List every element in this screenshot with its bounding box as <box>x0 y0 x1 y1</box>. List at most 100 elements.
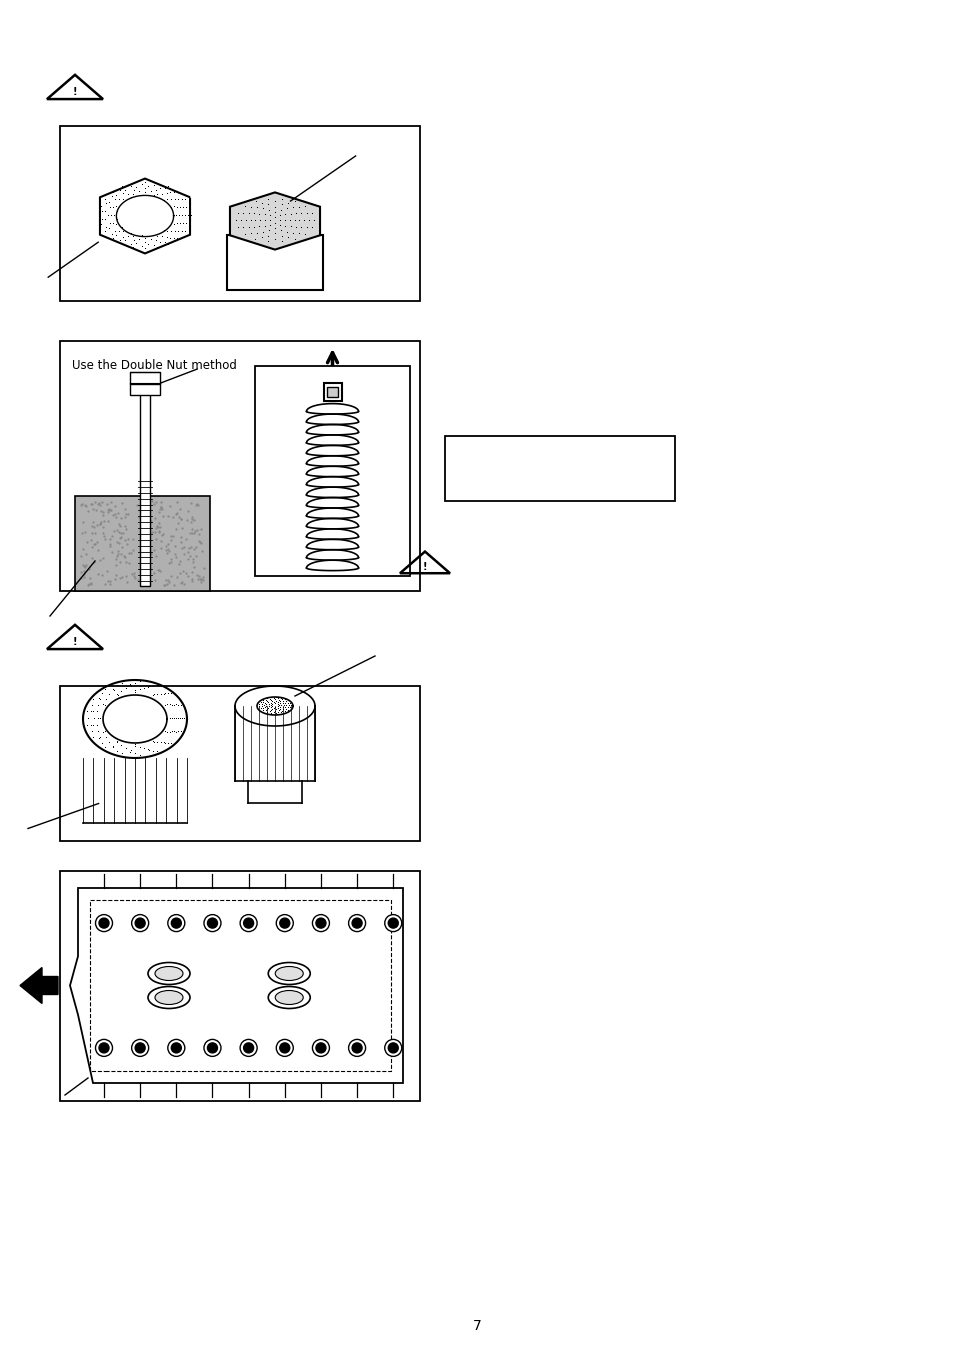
Circle shape <box>243 1043 253 1052</box>
Point <box>87 516 102 538</box>
Point <box>116 546 132 567</box>
Circle shape <box>172 1043 181 1052</box>
Point <box>145 521 160 543</box>
Point <box>92 494 108 516</box>
Point <box>105 542 120 563</box>
Point <box>169 504 184 526</box>
Point <box>195 566 211 588</box>
Point <box>86 534 101 555</box>
Point <box>112 507 128 528</box>
Point <box>108 507 123 528</box>
Point <box>152 536 168 558</box>
Point <box>161 540 176 562</box>
Circle shape <box>135 1043 145 1052</box>
Point <box>118 504 133 526</box>
Circle shape <box>313 915 329 932</box>
Point <box>73 562 89 584</box>
Point <box>90 531 105 553</box>
Point <box>142 551 157 573</box>
Point <box>160 505 175 527</box>
Circle shape <box>348 915 365 932</box>
Point <box>185 551 200 573</box>
Point <box>188 536 203 558</box>
Point <box>148 517 163 539</box>
Point <box>152 520 167 542</box>
Point <box>178 528 193 550</box>
Point <box>173 508 189 530</box>
Point <box>112 516 128 538</box>
Point <box>95 521 111 543</box>
Point <box>102 573 117 594</box>
Point <box>193 540 209 562</box>
Point <box>185 507 200 528</box>
Circle shape <box>204 915 221 932</box>
Point <box>146 539 161 561</box>
Text: !: ! <box>422 562 427 571</box>
Point <box>155 523 171 544</box>
Point <box>173 571 189 593</box>
FancyArrow shape <box>20 967 58 1004</box>
Point <box>126 562 141 584</box>
Circle shape <box>95 915 112 932</box>
Point <box>136 501 152 523</box>
Point <box>137 569 152 590</box>
Point <box>85 515 100 536</box>
Circle shape <box>384 1039 401 1056</box>
Point <box>109 549 124 570</box>
Point <box>166 507 181 528</box>
Point <box>117 546 132 567</box>
Point <box>190 563 205 585</box>
Point <box>156 574 172 596</box>
Point <box>92 549 108 570</box>
Point <box>137 574 152 596</box>
Point <box>75 538 91 559</box>
Circle shape <box>352 919 362 928</box>
Point <box>180 542 195 563</box>
Point <box>152 512 167 534</box>
Point <box>136 571 152 593</box>
Point <box>152 516 168 538</box>
Point <box>184 569 199 590</box>
Ellipse shape <box>268 986 310 1008</box>
Point <box>163 565 178 586</box>
Circle shape <box>240 1039 257 1056</box>
Point <box>153 492 169 513</box>
Point <box>74 523 90 544</box>
Bar <box>444 436 675 501</box>
Point <box>84 493 99 515</box>
Point <box>169 566 184 588</box>
Point <box>193 567 208 589</box>
Point <box>112 513 127 535</box>
Bar <box>140 373 150 586</box>
Point <box>164 530 179 551</box>
Circle shape <box>388 1043 397 1052</box>
Point <box>77 494 92 516</box>
Point <box>195 569 211 590</box>
Point <box>138 561 153 582</box>
Point <box>174 538 190 559</box>
Point <box>153 496 169 517</box>
Point <box>99 493 114 515</box>
Point <box>141 523 156 544</box>
Point <box>167 574 182 596</box>
Point <box>155 505 171 527</box>
Point <box>183 512 198 534</box>
Point <box>168 543 183 565</box>
Bar <box>130 372 160 384</box>
Point <box>159 539 174 561</box>
Point <box>180 500 195 521</box>
Point <box>110 543 125 565</box>
Point <box>132 507 147 528</box>
Point <box>137 503 152 524</box>
Point <box>140 542 155 563</box>
Point <box>121 553 136 574</box>
Point <box>95 501 111 523</box>
Point <box>169 503 184 524</box>
Point <box>180 565 195 586</box>
Point <box>160 534 175 555</box>
Point <box>93 501 109 523</box>
Point <box>193 517 209 539</box>
Point <box>186 509 201 531</box>
Point <box>152 521 167 543</box>
Point <box>107 567 122 589</box>
